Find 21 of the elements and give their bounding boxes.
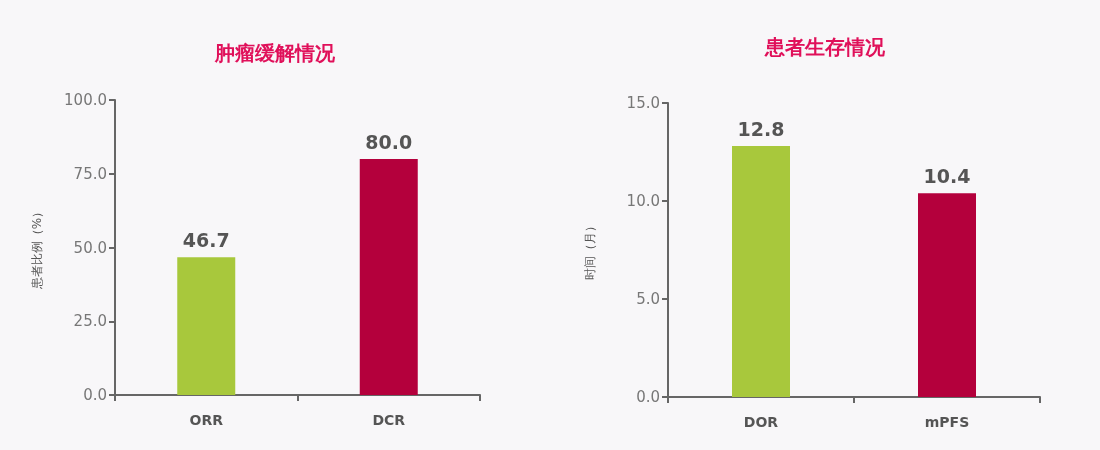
x-tick-label: ORR xyxy=(189,412,224,428)
y-tick-label: 5.0 xyxy=(636,290,660,308)
y-tick-label: 50.0 xyxy=(73,238,107,257)
y-axis-title: 患者比例（%） xyxy=(30,205,44,291)
y-axis-title: 时间（月） xyxy=(583,220,597,280)
y-tick-label: 100.0 xyxy=(64,91,107,109)
chart-title: 患者生存情况 xyxy=(764,35,886,59)
y-tick-label: 75.0 xyxy=(73,164,107,183)
data-label: 46.7 xyxy=(182,228,230,251)
data-label: 10.4 xyxy=(923,164,971,187)
y-tick-label: 0.0 xyxy=(83,386,107,404)
y-tick-label: 25.0 xyxy=(73,312,107,331)
x-tick-label: DCR xyxy=(372,412,406,428)
y-tick-label: 15.0 xyxy=(626,94,660,112)
chart-title: 肿瘤缓解情况 xyxy=(214,41,336,65)
x-tick-label: DOR xyxy=(743,414,779,430)
y-tick-label: 10.0 xyxy=(626,192,660,210)
x-tick-label: mPFS xyxy=(924,414,970,430)
y-tick-label: 0.0 xyxy=(636,388,660,406)
data-label: 80.0 xyxy=(365,130,413,153)
data-label: 12.8 xyxy=(737,117,785,140)
